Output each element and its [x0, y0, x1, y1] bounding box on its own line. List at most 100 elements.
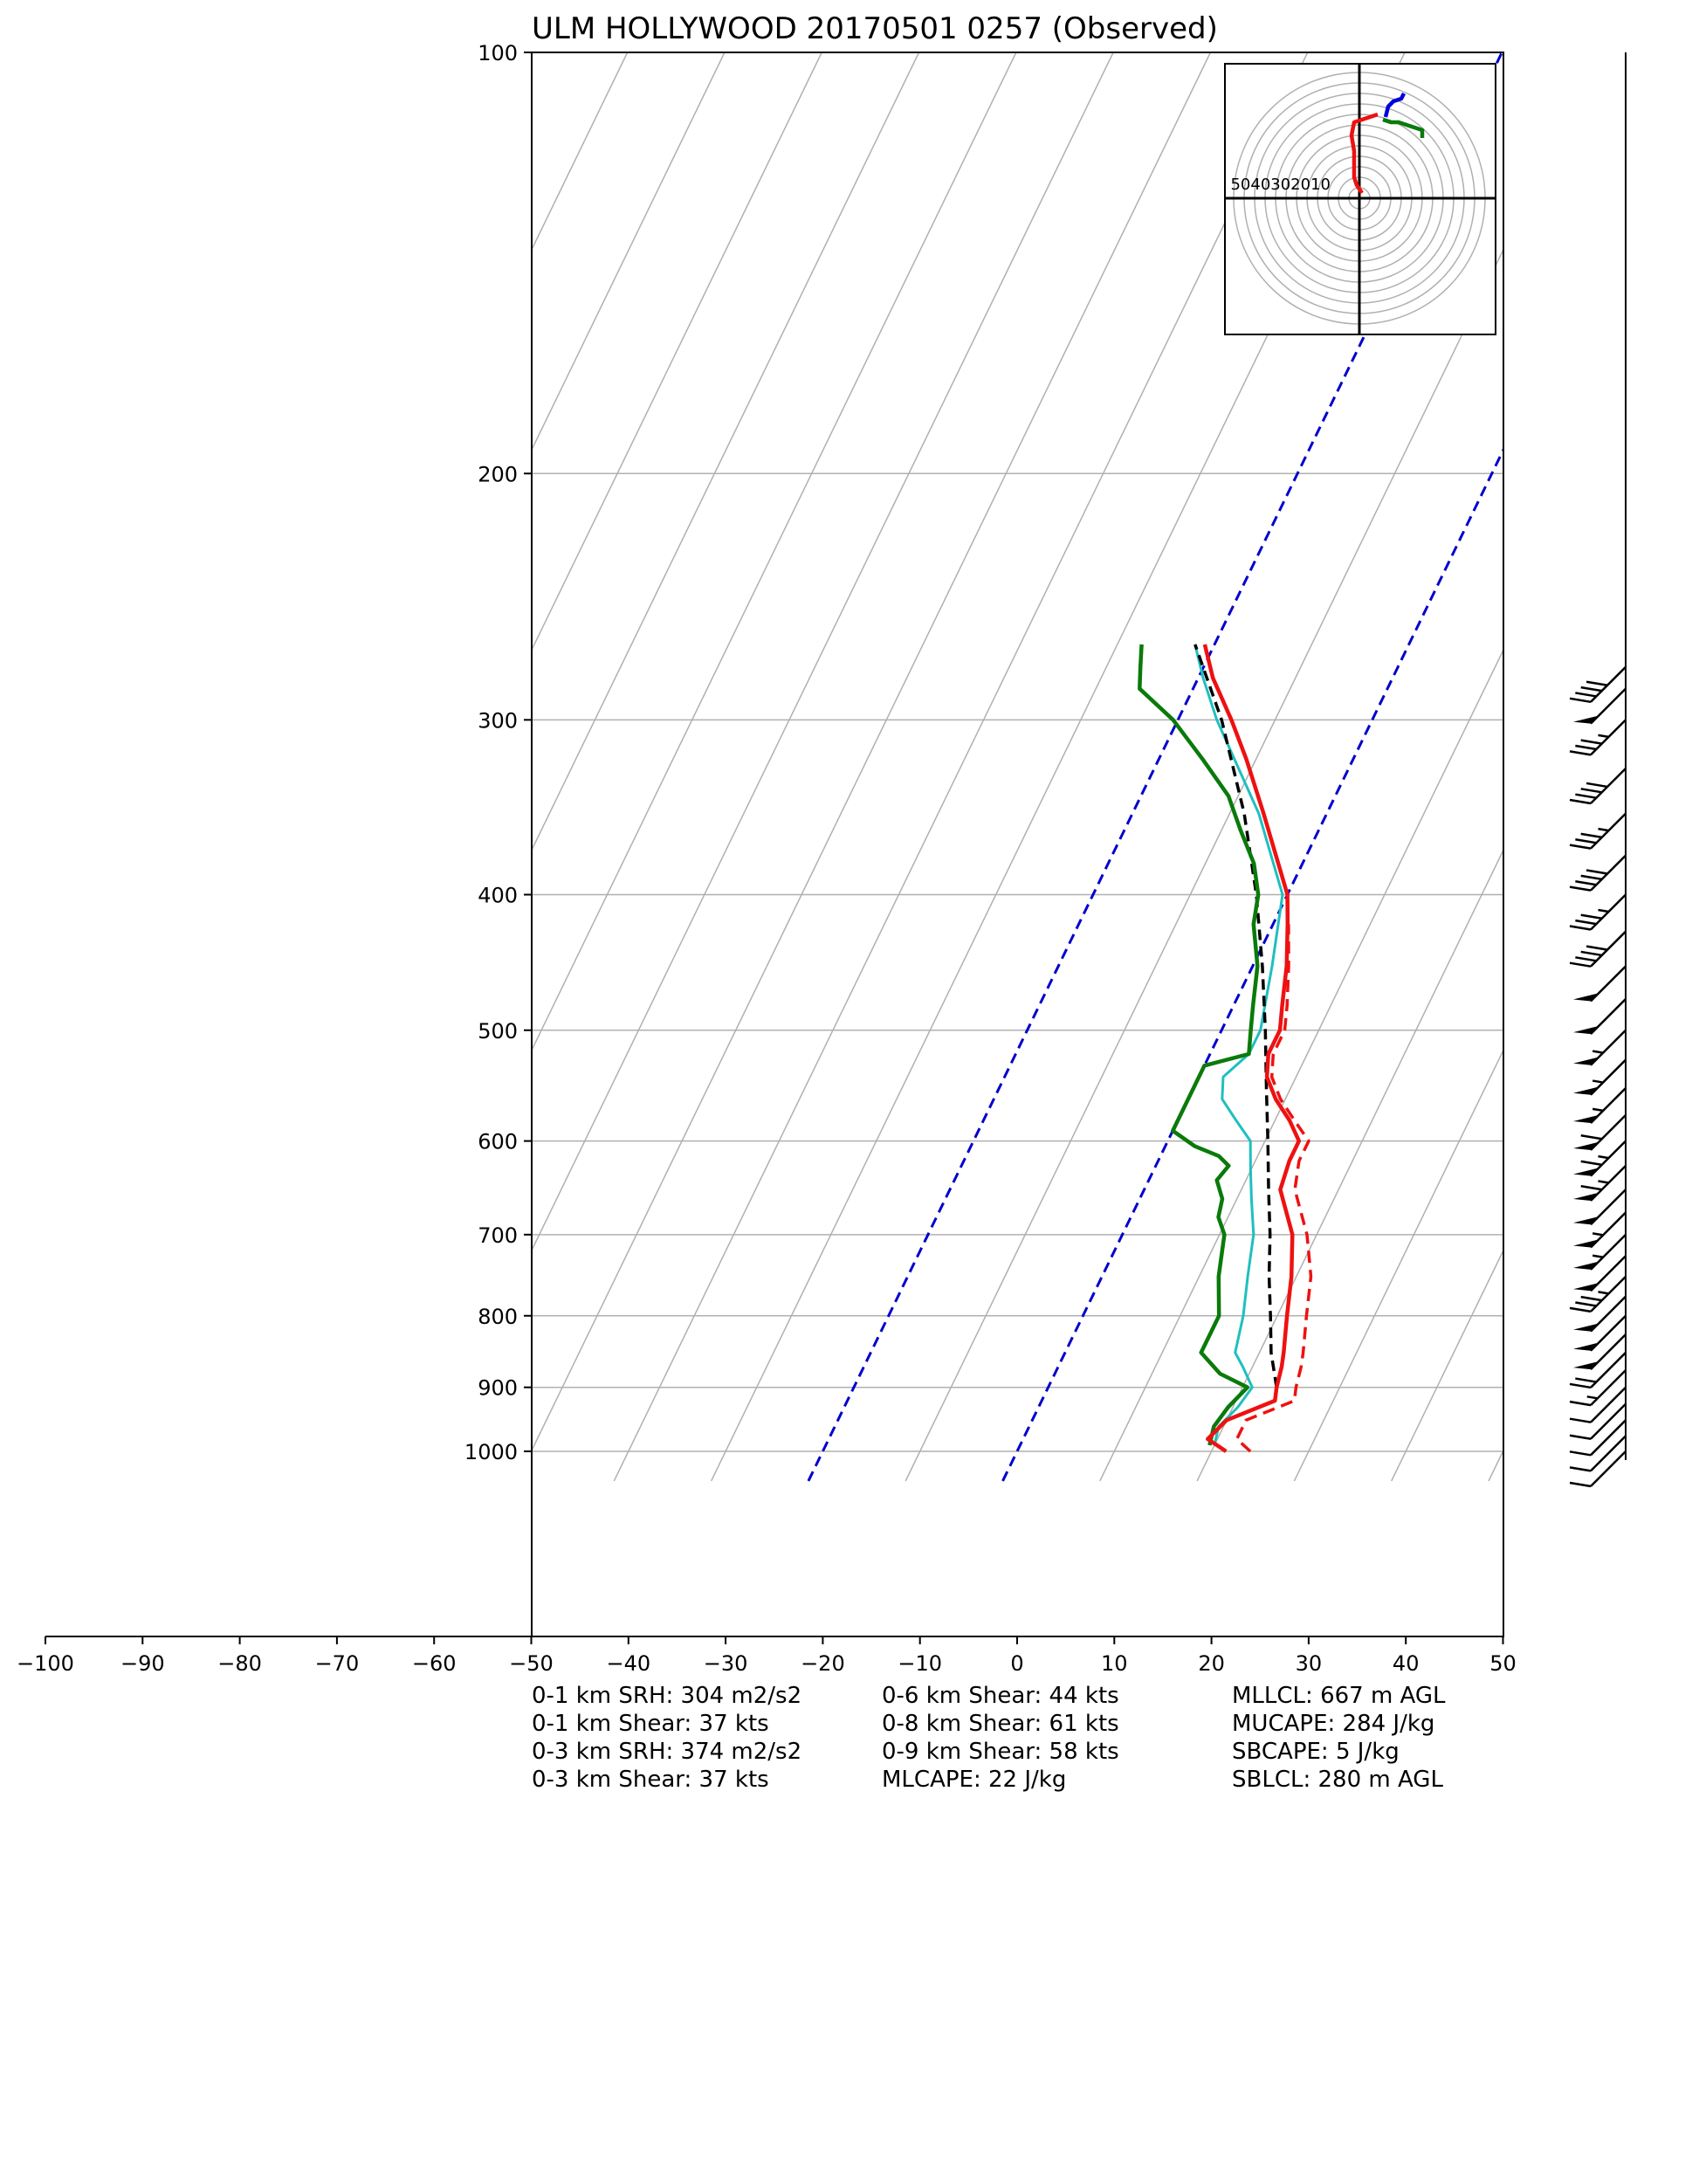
- y-tick-label: 100: [478, 41, 518, 65]
- isotherm-line: [532, 52, 629, 251]
- isotherm-line: [0, 52, 433, 1481]
- isotherm-line: [0, 52, 530, 1481]
- wind-barb: [1573, 1029, 1627, 1066]
- wind-barb: [1569, 854, 1627, 892]
- hodograph-frame: [1224, 63, 1496, 335]
- wind-barb: [1569, 719, 1627, 756]
- x-tick-label: 0: [1010, 1651, 1023, 1676]
- isotherm-line: [0, 52, 141, 1481]
- dewpoint-line: [1138, 644, 1261, 1446]
- temperature-line: [1202, 644, 1302, 1453]
- wind-barb: [1569, 1435, 1627, 1472]
- isotherm-line: [1099, 648, 1503, 1482]
- wind-barb: [1573, 965, 1627, 1002]
- x-tick-label: −100: [17, 1651, 74, 1676]
- x-tick-label: 30: [1296, 1651, 1323, 1676]
- y-tick-label: 900: [478, 1376, 518, 1401]
- chart-title: ULM HOLLYWOOD 20170501 0257 (Observed): [532, 11, 1218, 46]
- x-tick-label: −60: [412, 1651, 457, 1676]
- wind-barb: [1573, 1058, 1627, 1096]
- stat-sblcl: SBLCL: 280 m AGL: [1232, 1767, 1443, 1793]
- y-tick-label: 200: [478, 462, 518, 486]
- stat-shear-0-1: 0-1 km Shear: 37 kts: [532, 1711, 769, 1737]
- wind-barb: [1569, 768, 1627, 805]
- x-tick-label: −80: [217, 1651, 262, 1676]
- stat-mlcape: MLCAPE: 22 J/kg: [882, 1767, 1067, 1793]
- x-tick-label: 20: [1198, 1651, 1225, 1676]
- isotherm-line: [0, 52, 238, 1481]
- stat-srh-0-3: 0-3 km SRH: 374 m2/s2: [532, 1739, 802, 1765]
- isotherm-line: [532, 52, 1114, 1252]
- stat-shear-0-6: 0-6 km Shear: 44 kts: [882, 1683, 1119, 1709]
- wind-barb: [1573, 1333, 1627, 1371]
- wind-barb: [1569, 1386, 1627, 1423]
- wind-barb: [1569, 1419, 1627, 1457]
- x-tick-label: 50: [1489, 1651, 1517, 1676]
- stat-srh-0-1: 0-1 km SRH: 304 m2/s2: [532, 1683, 802, 1709]
- stat-shear-0-3: 0-3 km Shear: 37 kts: [532, 1767, 769, 1793]
- x-tick-label: 10: [1101, 1651, 1128, 1676]
- wind-barb: [1573, 1114, 1627, 1151]
- x-tick-label: −10: [898, 1651, 942, 1676]
- wind-barb: [1569, 1450, 1627, 1488]
- stat-shear-0-9: 0-9 km Shear: 58 kts: [882, 1739, 1119, 1765]
- wind-barb: [1573, 1314, 1627, 1352]
- hodograph-red-trace: [1349, 112, 1379, 195]
- isotherm-line: [532, 52, 1017, 1052]
- hodograph-green-trace: [1382, 117, 1425, 138]
- x-tick-label: −30: [704, 1651, 748, 1676]
- isotherm-line: [532, 52, 1212, 1452]
- wind-barb: [1569, 665, 1627, 704]
- y-tick-label: 700: [478, 1223, 518, 1248]
- wetbulb-line: [1193, 644, 1284, 1446]
- wind-barb: [1573, 998, 1627, 1035]
- stat-shear-0-8: 0-8 km Shear: 61 kts: [882, 1711, 1119, 1737]
- wind-barb: [1573, 1140, 1627, 1177]
- stats-column-3: MLLCL: 667 m AGL MUCAPE: 284 J/kg SBCAPE…: [1232, 1682, 1446, 1794]
- isotherm-line: [1293, 1048, 1503, 1482]
- isotherm-line: [613, 52, 1309, 1482]
- x-tick-label: −70: [315, 1651, 360, 1676]
- wind-barb: [1569, 930, 1627, 968]
- stats-column-1: 0-1 km SRH: 304 m2/s2 0-1 km Shear: 37 k…: [532, 1682, 801, 1794]
- wind-barb: [1573, 687, 1627, 725]
- wind-barb: [1569, 1275, 1627, 1313]
- x-tick-label: −20: [801, 1651, 845, 1676]
- y-tick-label: 800: [478, 1305, 518, 1329]
- wind-barb: [1573, 1233, 1627, 1271]
- stat-mllcl: MLLCL: 667 m AGL: [1232, 1683, 1446, 1709]
- wind-barb: [1569, 893, 1627, 931]
- wind-barb: [1573, 1087, 1627, 1124]
- x-tick-label: −50: [509, 1651, 554, 1676]
- x-tick-label: −40: [606, 1651, 650, 1676]
- wind-barb: [1573, 1255, 1627, 1292]
- y-tick-label: 500: [478, 1019, 518, 1044]
- wind-barb: [1569, 812, 1627, 850]
- wind-barb: [1569, 1369, 1627, 1407]
- hodograph-blue-trace: [1383, 92, 1407, 118]
- isotherm-line: [1586, 52, 1699, 1481]
- y-tick-label: 300: [478, 708, 518, 733]
- wind-barb: [1569, 1352, 1627, 1389]
- virtual-temperature-line: [1235, 924, 1313, 1453]
- isotherm-line: [0, 52, 336, 1481]
- y-tick-label: 600: [478, 1130, 518, 1154]
- wind-barb: [1573, 1295, 1627, 1333]
- stats-column-2: 0-6 km Shear: 44 kts 0-8 km Shear: 61 kt…: [882, 1682, 1119, 1794]
- wind-barb: [1573, 1211, 1627, 1249]
- hodograph-ring-labels: 5040302010: [1230, 176, 1331, 194]
- wind-barb: [1573, 1188, 1627, 1226]
- isotherm-line: [532, 52, 822, 651]
- y-tick-label: 1000: [464, 1440, 518, 1464]
- y-tick-label: 400: [478, 884, 518, 908]
- x-tick-label: 40: [1393, 1651, 1420, 1676]
- isotherm-line: [532, 52, 726, 451]
- isotherm-line: [532, 52, 920, 852]
- wind-barb: [1569, 1402, 1627, 1440]
- isotherm-line: [1196, 848, 1503, 1482]
- parcel-line: [1193, 644, 1278, 1388]
- wind-barb: [1573, 1165, 1627, 1202]
- stat-mucape: MUCAPE: 284 J/kg: [1232, 1711, 1435, 1737]
- stat-sbcape: SBCAPE: 5 J/kg: [1232, 1739, 1400, 1765]
